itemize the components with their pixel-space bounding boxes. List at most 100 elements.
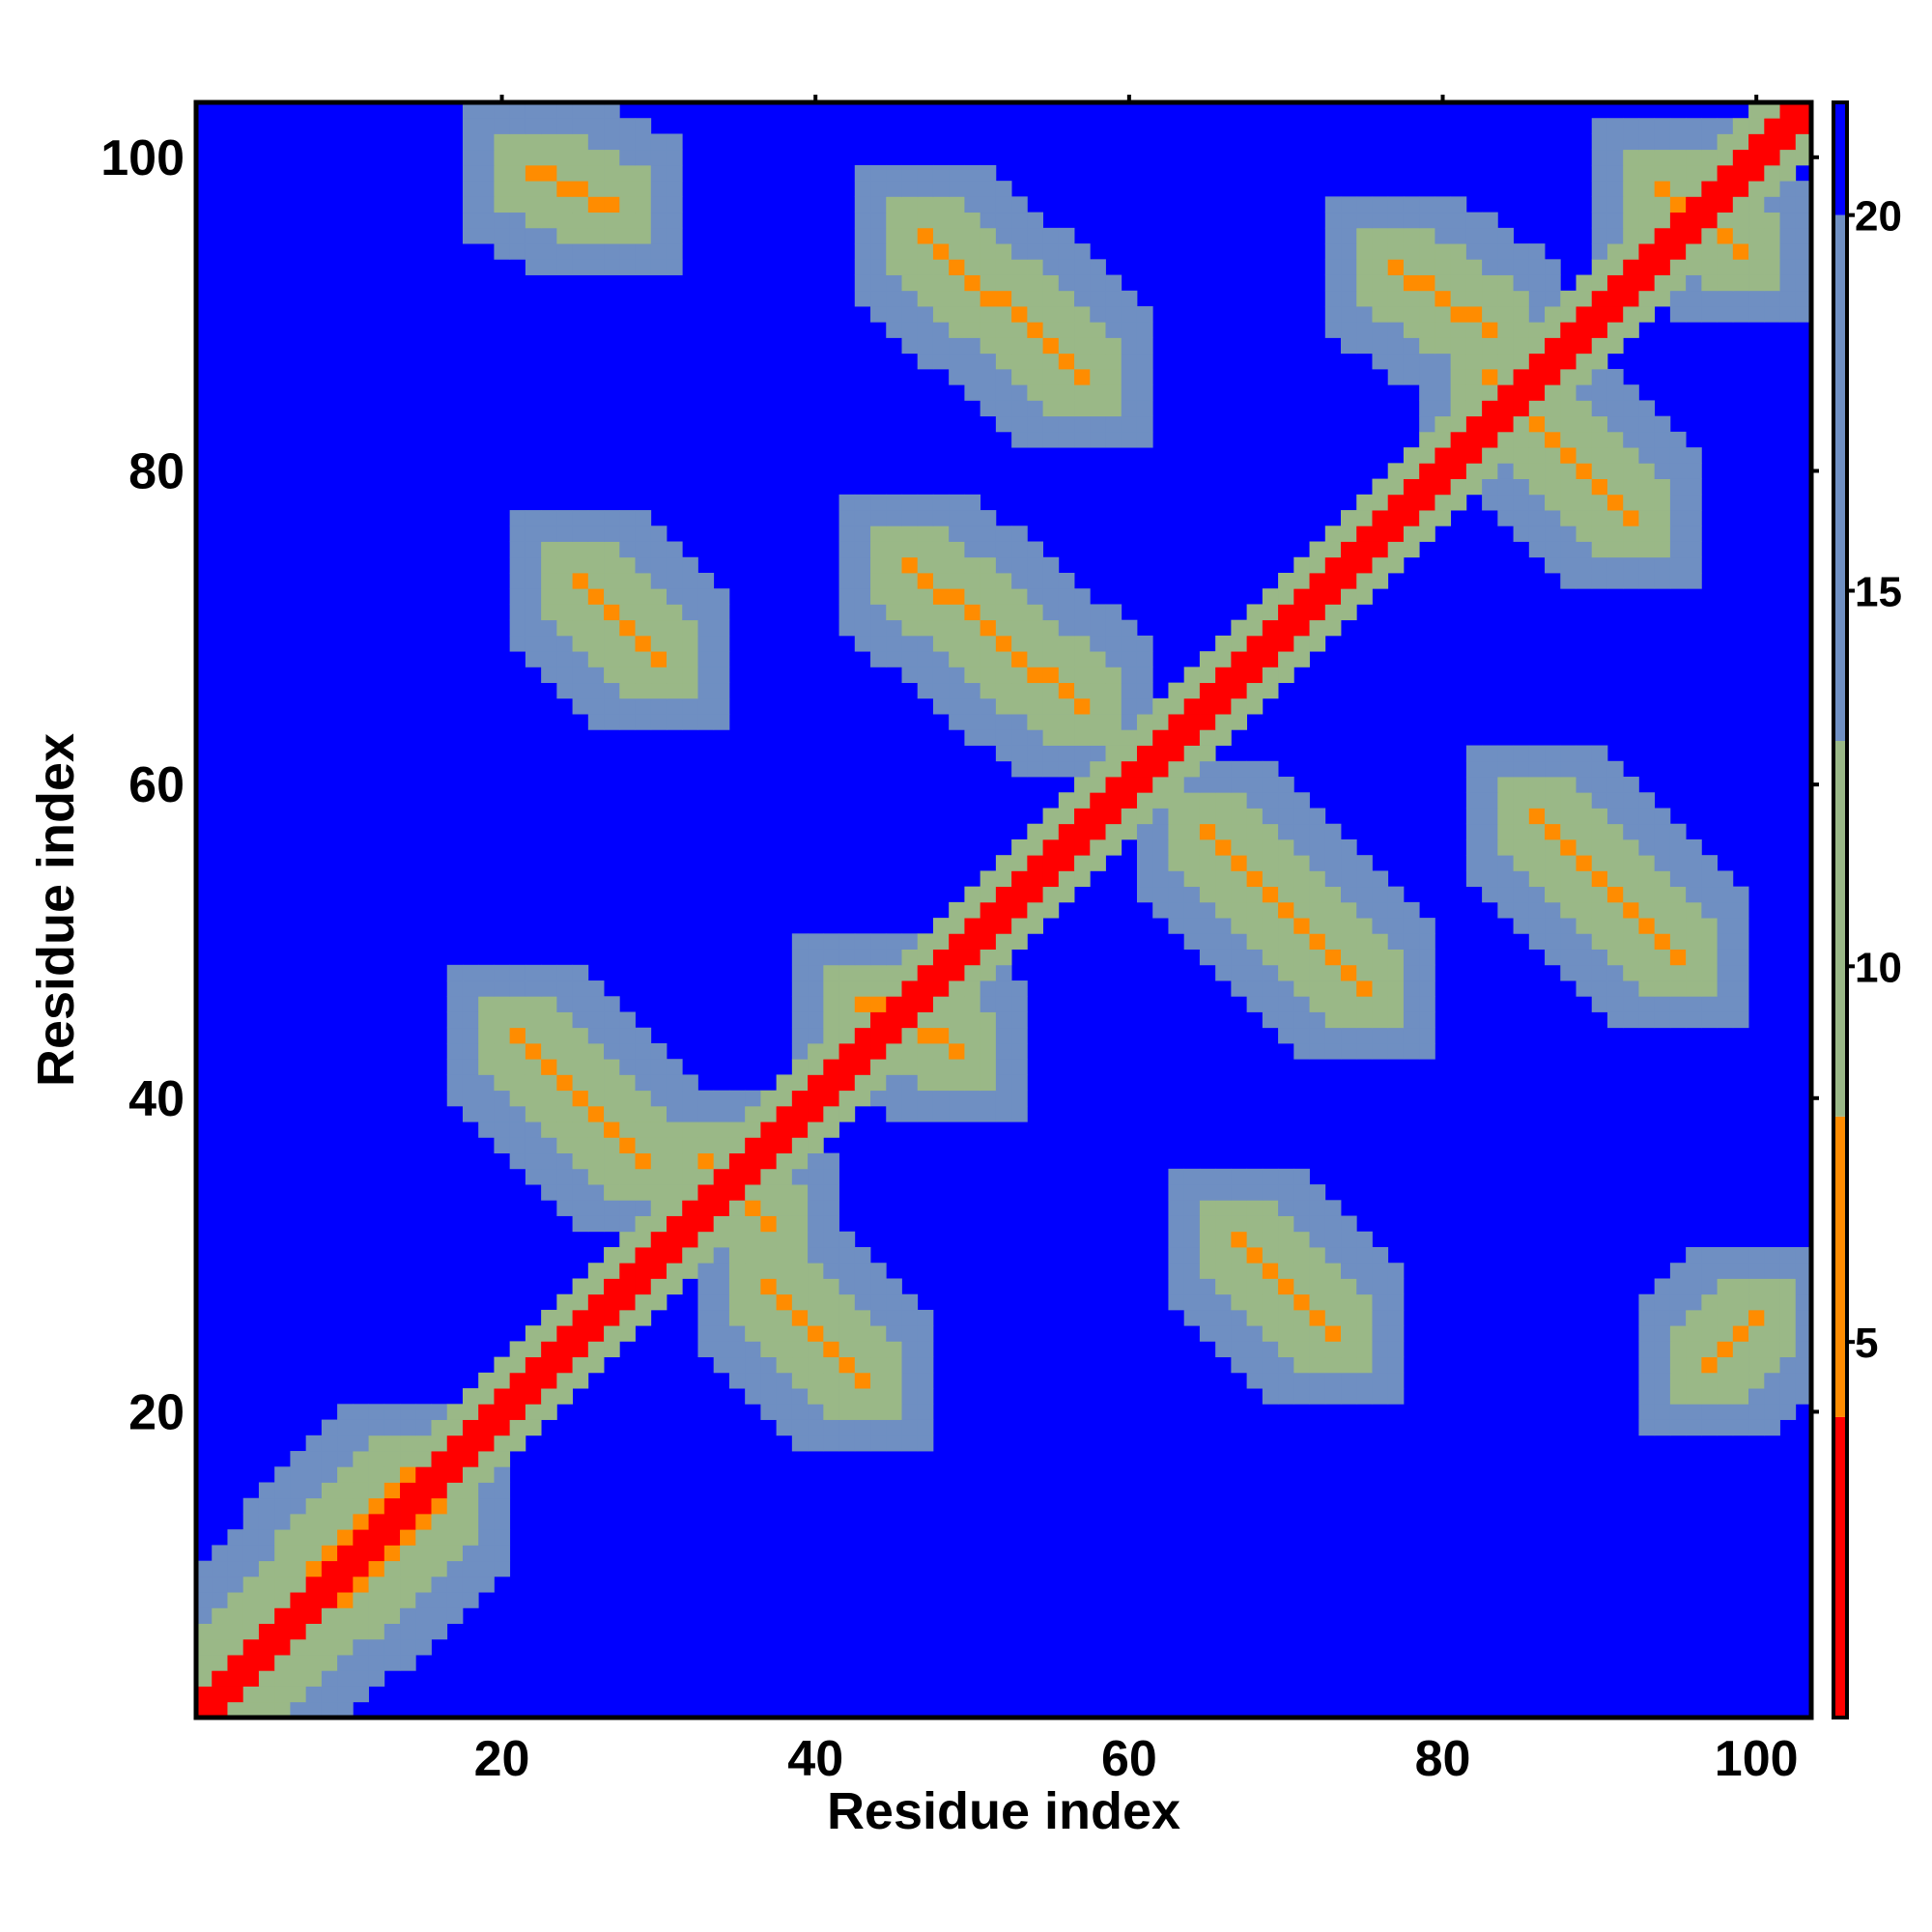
heatmap-cell	[1278, 1027, 1294, 1044]
heatmap-cell	[1246, 838, 1264, 856]
heatmap-cell	[1121, 635, 1138, 652]
heatmap-cell	[1513, 838, 1530, 856]
heatmap-cell	[980, 1105, 997, 1122]
heatmap-cell	[1231, 777, 1248, 793]
heatmap-cell	[587, 118, 605, 134]
heatmap-cell	[870, 164, 887, 182]
heatmap-cell	[1513, 901, 1530, 919]
heatmap-cell	[1654, 556, 1671, 574]
heatmap-cell	[212, 1670, 228, 1687]
heatmap-cell	[932, 494, 950, 511]
heatmap-cell	[854, 933, 871, 950]
heatmap-cell	[949, 1074, 965, 1092]
heatmap-cell	[713, 651, 730, 668]
heatmap-cell	[1717, 227, 1734, 244]
heatmap-cell	[619, 1027, 636, 1044]
heatmap-cell	[995, 212, 1012, 229]
heatmap-cell	[949, 1090, 965, 1107]
heatmap-cell	[1528, 933, 1546, 950]
heatmap-cell	[1591, 855, 1608, 871]
heatmap-cell	[870, 1435, 887, 1452]
heatmap-cell	[1058, 823, 1075, 840]
heatmap-cell	[995, 729, 1012, 746]
heatmap-cell	[1215, 682, 1232, 699]
heatmap-cell	[258, 1607, 275, 1624]
heatmap-cell	[509, 149, 526, 166]
heatmap-cell	[1183, 855, 1201, 871]
heatmap-cell	[1686, 1011, 1702, 1029]
heatmap-cell	[1199, 792, 1216, 809]
heatmap-cell	[1090, 838, 1106, 856]
heatmap-cell	[1324, 964, 1342, 981]
heatmap-cell	[541, 635, 557, 652]
heatmap-cell	[666, 667, 683, 684]
heatmap-cell	[1309, 1184, 1326, 1201]
heatmap-cell	[760, 1231, 778, 1248]
heatmap-cell	[1309, 808, 1326, 825]
heatmap-cell	[384, 1576, 401, 1593]
heatmap-cell	[1638, 243, 1656, 260]
heatmap-cell	[1152, 760, 1169, 778]
heatmap-cell	[1356, 1278, 1373, 1295]
heatmap-cell	[635, 682, 652, 699]
heatmap-cell	[1779, 1404, 1797, 1420]
heatmap-cell	[995, 918, 1012, 934]
heatmap-cell	[1356, 1341, 1373, 1358]
heatmap-cell	[949, 682, 965, 699]
heatmap-cell	[650, 196, 668, 213]
heatmap-cell	[1623, 212, 1639, 229]
heatmap-cell	[587, 1200, 605, 1216]
heatmap-cell	[1419, 322, 1435, 338]
heatmap-cell	[587, 1168, 605, 1185]
heatmap-cell	[886, 1278, 902, 1295]
heatmap-cell	[995, 855, 1012, 871]
heatmap-cell	[1654, 886, 1671, 903]
heatmap-cell	[556, 1309, 573, 1326]
heatmap-cell	[321, 1513, 338, 1530]
heatmap-cell	[1764, 212, 1780, 229]
heatmap-cell	[384, 1607, 401, 1624]
heatmap-cell	[1686, 447, 1702, 464]
heatmap-cell	[1732, 949, 1749, 966]
heatmap-cell	[212, 1560, 228, 1577]
heatmap-cell	[556, 196, 573, 213]
heatmap-cell	[1293, 870, 1310, 888]
heatmap-cell	[604, 1011, 620, 1029]
heatmap-cell	[932, 619, 950, 637]
heatmap-cell	[1748, 259, 1765, 275]
heatmap-cell	[838, 980, 856, 997]
heatmap-cell	[1090, 823, 1106, 840]
heatmap-cell	[776, 1231, 793, 1248]
heatmap-cell	[572, 1184, 589, 1201]
heatmap-cell	[1199, 1184, 1216, 1201]
heatmap-cell	[1623, 133, 1639, 151]
heatmap-cell	[572, 212, 589, 229]
heatmap-cell	[1027, 697, 1043, 715]
heatmap-cell	[1465, 290, 1483, 307]
heatmap-cell	[196, 1701, 213, 1719]
heatmap-cell	[1701, 118, 1718, 134]
heatmap-cell	[619, 1122, 636, 1138]
heatmap-cell	[1686, 510, 1702, 526]
heatmap-cell	[854, 635, 871, 652]
heatmap-cell	[1168, 697, 1185, 715]
heatmap-cell	[1011, 760, 1028, 778]
heatmap-cell	[1419, 431, 1435, 448]
heatmap-cell	[823, 1168, 839, 1185]
heatmap-cell	[1545, 556, 1561, 574]
heatmap-cell	[1638, 133, 1656, 151]
heatmap-cell	[509, 996, 526, 1012]
heatmap-cell	[1341, 1325, 1357, 1342]
heatmap-cell	[1435, 368, 1452, 385]
heatmap-cell	[901, 1090, 919, 1107]
heatmap-cell	[1576, 901, 1593, 919]
heatmap-cell	[1717, 996, 1734, 1012]
heatmap-cell	[964, 243, 981, 260]
heatmap-cell	[1576, 322, 1593, 338]
heatmap-cell	[1497, 290, 1514, 307]
heatmap-cell	[1356, 290, 1373, 307]
heatmap-cell	[509, 164, 526, 182]
heatmap-cell	[1027, 918, 1043, 934]
heatmap-cell	[1199, 808, 1216, 825]
heatmap-cell	[1669, 933, 1687, 950]
